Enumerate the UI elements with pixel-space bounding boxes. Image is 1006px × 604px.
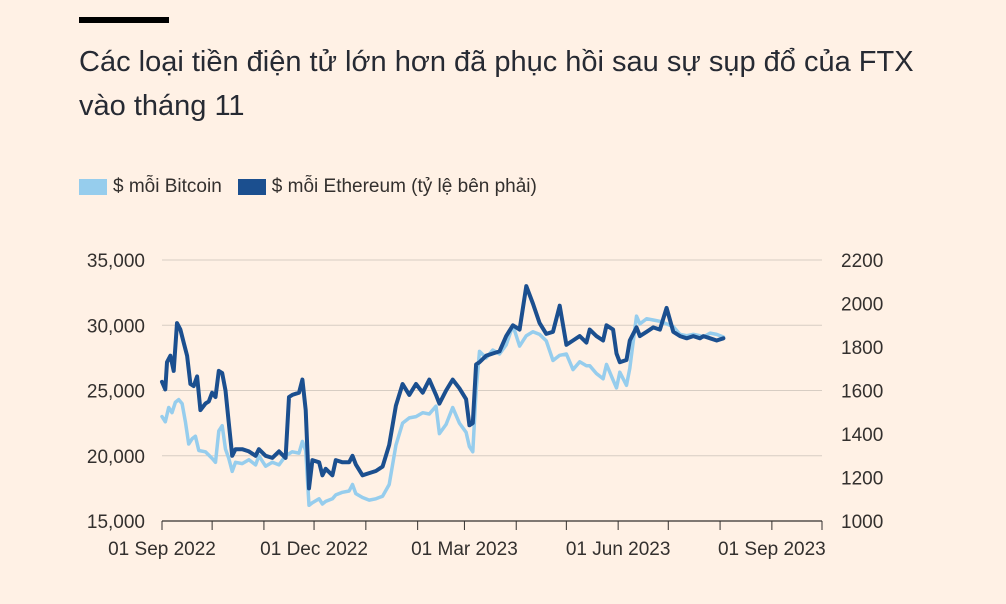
legend-swatch-ethereum xyxy=(237,179,266,195)
y-left-tick-label: 30,000 xyxy=(87,316,145,337)
y-right-tick-label: 1800 xyxy=(841,338,883,359)
legend-swatch-bitcoin xyxy=(79,179,107,195)
series-line-bitcoin xyxy=(160,314,726,508)
legend-item-ethereum: $ mỗi Ethereum (tỷ lệ bên phải) xyxy=(237,176,537,198)
y-right-tick-label: 2200 xyxy=(841,251,883,272)
y-right-tick-label: 1000 xyxy=(841,512,883,533)
y-left-tick-label: 15,000 xyxy=(87,512,145,533)
x-tick-label: 01 Mar 2023 xyxy=(411,539,518,560)
brand-top-bar xyxy=(79,17,169,23)
y-right-tick-label: 2000 xyxy=(841,295,883,316)
legend-label-bitcoin: $ mỗi Bitcoin xyxy=(113,176,222,197)
x-tick-label: 01 Sep 2023 xyxy=(718,539,826,560)
x-tick-label: 01 Jun 2023 xyxy=(566,539,671,560)
chart-title: Các loại tiền điện tử lớn hơn đã phục hồ… xyxy=(79,46,914,122)
legend-item-bitcoin: $ mỗi Bitcoin xyxy=(79,176,222,198)
legend-label-ethereum: $ mỗi Ethereum (tỷ lệ bên phải) xyxy=(271,176,537,197)
y-left-tick-label: 35,000 xyxy=(87,251,145,272)
y-right-tick-label: 1200 xyxy=(841,469,883,490)
series-line-ethereum xyxy=(160,284,726,491)
y-left-tick-label: 25,000 xyxy=(87,382,145,403)
x-tick-label: 01 Sep 2022 xyxy=(108,539,216,560)
y-right-tick-label: 1600 xyxy=(841,382,883,403)
x-tick-label: 01 Dec 2022 xyxy=(260,539,368,560)
y-right-tick-label: 1400 xyxy=(841,425,883,446)
legend: $ mỗi Bitcoin $ mỗi Ethereum (tỷ lệ bên … xyxy=(79,176,553,198)
y-left-tick-label: 20,000 xyxy=(87,447,145,468)
